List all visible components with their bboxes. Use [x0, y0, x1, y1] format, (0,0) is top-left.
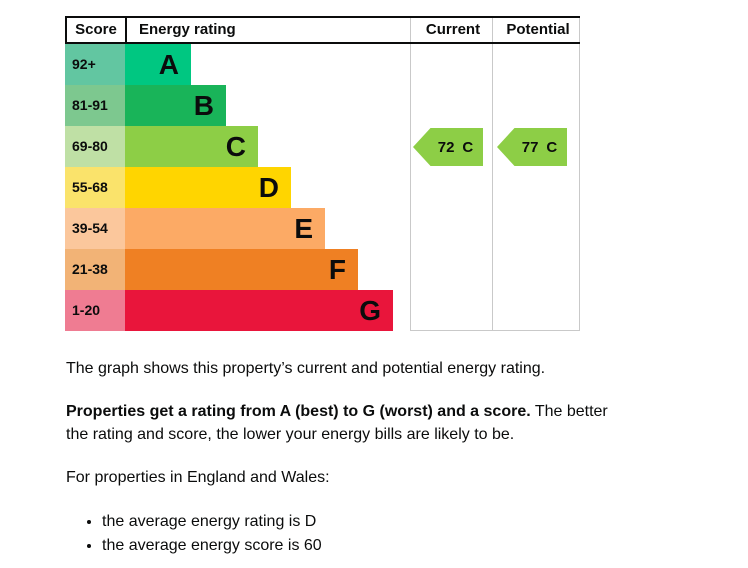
epc-chart: Score Energy rating Current Potential 92…: [65, 16, 580, 331]
rating-explanation-paragraph: Properties get a rating from A (best) to…: [66, 401, 628, 446]
rating-bar: B: [125, 85, 226, 126]
band-row-f: 21-38 F: [65, 249, 410, 290]
rating-bar: E: [125, 208, 325, 249]
regions-paragraph: For properties in England and Wales:: [66, 469, 330, 487]
list-item: the average energy score is 60: [102, 535, 646, 557]
rating-bar: F: [125, 249, 358, 290]
band-row-g: 1-20 G: [65, 290, 410, 331]
averages-list: the average energy rating is D the avera…: [102, 511, 646, 558]
potential-band-letter: C: [546, 138, 558, 156]
potential-arrow: 77 C: [497, 128, 567, 166]
rating-bar: D: [125, 167, 291, 208]
current-arrow: 72 C: [413, 128, 483, 166]
chart-bottom-border: [410, 330, 580, 331]
score-cell: 1-20: [65, 290, 125, 331]
score-cell: 55-68: [65, 167, 125, 208]
band-row-b: 81-91 B: [65, 85, 410, 126]
current-column-divider: [410, 16, 411, 331]
chart-header: Score Energy rating Current Potential: [65, 16, 580, 44]
list-item: the average energy rating is D: [102, 511, 646, 533]
potential-header: Potential: [506, 21, 570, 38]
rating-bar: C: [125, 126, 258, 167]
description-section: The graph shows this property’s current …: [66, 358, 646, 559]
rating-explanation-bold: Properties get a rating from A (best) to…: [66, 403, 531, 421]
band-row-e: 39-54 E: [65, 208, 410, 249]
score-cell: 69-80: [65, 126, 125, 167]
rating-bar: A: [125, 44, 191, 85]
rating-bands: 92+ A 81-91 B 69-80 C 55-68 D 39-54 E 21…: [65, 44, 410, 331]
intro-paragraph: The graph shows this property’s current …: [66, 360, 546, 377]
energy-rating-header: Energy rating: [139, 21, 236, 38]
band-row-a: 92+ A: [65, 44, 410, 85]
score-cell: 81-91: [65, 85, 125, 126]
potential-score: 77: [521, 138, 539, 156]
score-header: Score: [67, 18, 127, 42]
score-cell: 21-38: [65, 249, 125, 290]
band-row-d: 55-68 D: [65, 167, 410, 208]
current-header: Current: [425, 21, 481, 38]
score-cell: 39-54: [65, 208, 125, 249]
band-row-c: 69-80 C: [65, 126, 410, 167]
potential-column-divider: [492, 16, 493, 331]
chart-right-border: [579, 16, 580, 331]
rating-explanation-rest: The better the rating and score, the low…: [66, 403, 608, 443]
current-score: 72: [437, 138, 455, 156]
rating-bar: G: [125, 290, 393, 331]
score-cell: 92+: [65, 44, 125, 85]
current-band-letter: C: [462, 138, 474, 156]
